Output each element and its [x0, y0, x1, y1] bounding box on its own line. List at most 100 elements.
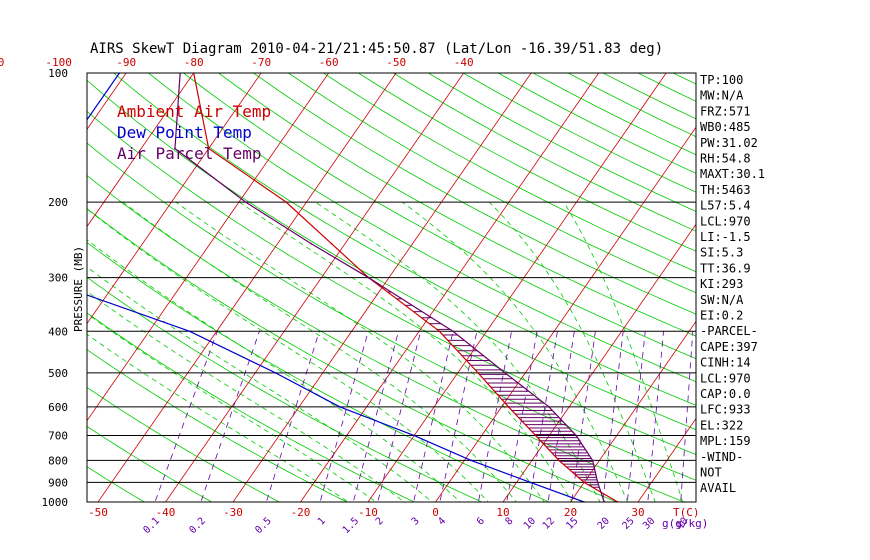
profile-point	[274, 371, 277, 374]
sounding-index-label: LI:-1.5	[700, 230, 751, 244]
sounding-index-label: EL:322	[700, 418, 743, 432]
top-axis-tick-label: -70	[251, 56, 271, 69]
profile-point	[529, 481, 532, 484]
pressure-tick-label: 800	[48, 454, 68, 467]
mixing-ratio-line	[602, 331, 624, 502]
dry-adiabat-line	[147, 73, 696, 383]
dry-adiabat-line	[87, 425, 213, 502]
dry-adiabat-line	[803, 53, 870, 511]
top-axis-tick-label: -50	[386, 56, 406, 69]
moist-adiabat-line	[87, 266, 433, 502]
dry-adiabat-line	[769, 53, 870, 511]
profile-point	[534, 434, 537, 437]
dry-adiabat-line	[87, 242, 551, 502]
mixing-ratio-label: 4	[436, 516, 448, 528]
dry-adiabat-line	[252, 73, 696, 315]
sounding-index-label: LCL:970	[700, 371, 751, 385]
pressure-tick-label: 900	[48, 476, 68, 489]
profile-point	[413, 434, 416, 437]
dry-adiabat-line	[87, 208, 618, 502]
profile-point	[557, 459, 560, 462]
dry-adiabat-line	[87, 174, 686, 502]
pressure-tick-label: 500	[48, 367, 68, 380]
isotherm-line	[97, 73, 397, 502]
profile-point	[367, 276, 370, 279]
profile-point	[37, 277, 39, 279]
mixing-ratio-label: 3	[410, 516, 422, 528]
isotherm-line	[502, 223, 696, 502]
dry-adiabat-line	[668, 53, 870, 511]
bottom-axis-tick-label: -30	[223, 506, 243, 519]
mixing-ratio-line	[377, 331, 422, 502]
profile-point	[452, 330, 454, 333]
dry-adiabat-line	[217, 73, 696, 337]
moist-adiabat-line	[87, 313, 377, 502]
mixing-ratio-label: 20	[596, 516, 612, 532]
dew-point-temp-line	[87, 73, 585, 502]
mixing-ratio-label: 1	[316, 516, 328, 528]
isotherm-line	[87, 73, 195, 228]
isotherm-line	[87, 73, 262, 325]
dry-adiabat-line	[87, 466, 146, 502]
sounding-index-label: CINH:14	[700, 356, 751, 370]
pressure-tick-label: 600	[48, 401, 68, 414]
bottom-axis-tick-label: 10	[496, 506, 509, 519]
mixing-ratio-unit-label: g(g/kg)	[662, 517, 708, 530]
bottom-axis-tick-label: 30	[631, 506, 644, 519]
temperature-unit-label: T(C)	[673, 506, 700, 519]
dry-adiabat-line	[87, 110, 696, 456]
mixing-ratio-label: 2	[374, 516, 386, 528]
dry-adiabat-line	[87, 276, 483, 502]
profile-point	[591, 459, 594, 462]
dry-adiabat-line	[87, 79, 696, 431]
isotherm-line	[765, 53, 870, 512]
dry-adiabat-line	[87, 312, 416, 502]
moist-adiabat-line	[402, 201, 629, 502]
sounding-index-label: MAXT:30.1	[700, 167, 765, 181]
sounding-index-label: MPL:159	[700, 434, 751, 448]
sounding-index-label: RH:54.8	[700, 152, 751, 166]
sounding-index-label: TP:100	[700, 73, 743, 87]
mixing-ratio-line	[571, 331, 596, 502]
profile-point	[477, 371, 479, 374]
air-parcel-temp-line	[174, 73, 605, 502]
mixing-ratio-label: 12	[541, 516, 557, 532]
mixing-ratio-line	[506, 331, 538, 502]
sounding-index-label: WB0:485	[700, 120, 751, 134]
pressure-tick-label: 100	[48, 67, 68, 80]
profile-point	[174, 147, 176, 150]
bottom-axis-tick-label: -20	[291, 506, 311, 519]
ambient-air-temp-line	[193, 73, 619, 502]
mixing-ratio-label: 6	[475, 516, 487, 528]
isotherm-line	[570, 320, 696, 502]
bottom-axis-tick-label: 20	[564, 506, 577, 519]
dry-adiabat-line	[672, 73, 696, 85]
sounding-index-label: NOT	[700, 466, 722, 480]
sounding-index-label: SW:N/A	[700, 293, 744, 307]
legend-dew-point-temp: Dew Point Temp	[117, 123, 252, 142]
profile-point	[596, 481, 599, 484]
profile-point	[66, 148, 68, 150]
profile-point	[34, 243, 36, 245]
mixing-ratio-line	[319, 331, 369, 502]
mixing-ratio-line	[647, 331, 664, 502]
profile-point	[548, 405, 550, 408]
profile-point	[330, 242, 333, 245]
sounding-index-label: PW:31.02	[700, 136, 758, 150]
moist-adiabat-line	[87, 239, 461, 502]
dry-adiabat-line	[87, 386, 281, 502]
sounding-index-label: TH:5463	[700, 183, 751, 197]
mixing-ratio-line	[413, 331, 454, 502]
pressure-tick-label: 700	[48, 430, 68, 443]
dry-adiabat-line	[0, 53, 23, 511]
isotherm-line	[165, 73, 465, 502]
dry-adiabat-line	[322, 73, 696, 273]
sounding-index-label: AVAIL	[700, 481, 736, 495]
sounding-index-label: LCL:970	[700, 214, 751, 228]
profile-point	[207, 147, 210, 150]
moist-adiabat-line	[563, 201, 684, 502]
moist-adiabat-line	[87, 333, 349, 502]
sounding-index-label: LFC:933	[700, 403, 751, 417]
profile-point	[438, 330, 441, 333]
